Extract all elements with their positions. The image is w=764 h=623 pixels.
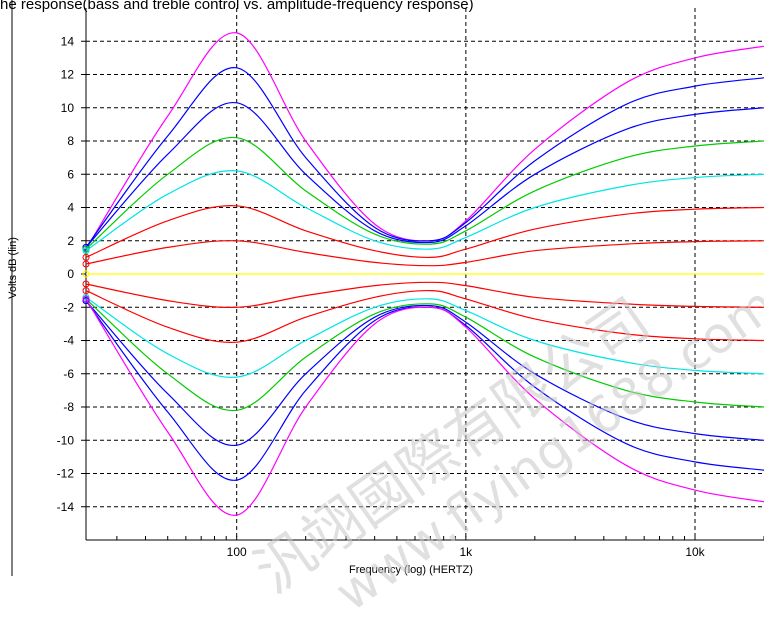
frequency-response-chart: 14 12 10 8 6 4 2 0 -2 -4 -6 -8 -10 -12 -14 100 1k 10k <box>11 0 764 576</box>
y-tick-label: -6 <box>63 367 74 381</box>
series-marker-10 <box>82 287 90 295</box>
y-tick-label: -14 <box>57 500 75 514</box>
y-tick-label: 12 <box>61 68 75 82</box>
y-tick-label: -12 <box>57 467 75 481</box>
series-line-7 <box>85 240 764 267</box>
y-tick-label: -4 <box>63 334 74 348</box>
x-tick-label: 1k <box>460 545 474 559</box>
x-axis-label: Frequency (log) (HERTZ) <box>349 564 473 576</box>
y-tick-label: 14 <box>61 34 75 48</box>
y-tick-label: 6 <box>67 167 74 181</box>
series-line-6 <box>85 205 764 259</box>
series-marker-15 <box>82 295 90 303</box>
series-line-5 <box>85 170 764 252</box>
series-line-15 <box>85 298 764 516</box>
y-tick-label: 4 <box>67 201 74 215</box>
series-line-3 <box>85 102 764 248</box>
series-line-9 <box>85 281 764 309</box>
series-line-10 <box>85 289 764 343</box>
series-line-1 <box>85 32 764 250</box>
series-line-4 <box>85 136 764 250</box>
series-marker-7 <box>82 260 90 268</box>
y-tick-label: -10 <box>57 433 75 447</box>
series-line-2 <box>85 67 764 248</box>
x-tick-label: 10k <box>685 545 705 559</box>
series-marker-5 <box>82 247 90 255</box>
series-marker-9 <box>82 280 90 288</box>
y-tick-label: 0 <box>67 267 74 281</box>
y-tick-label: -8 <box>63 400 74 414</box>
series-line-12 <box>85 298 764 412</box>
series-marker-6 <box>82 253 90 261</box>
y-tick-label: 8 <box>67 134 74 148</box>
x-tick-label: 100 <box>227 545 247 559</box>
chart-title: he response(bass and treble control vs. … <box>0 0 474 13</box>
series-line-11 <box>85 296 764 378</box>
series-line-13 <box>85 300 764 446</box>
y-tick-label: -2 <box>63 300 74 314</box>
y-tick-label: 10 <box>61 101 75 115</box>
series-marker-8 <box>82 270 90 278</box>
y-tick-label: 2 <box>67 234 74 248</box>
